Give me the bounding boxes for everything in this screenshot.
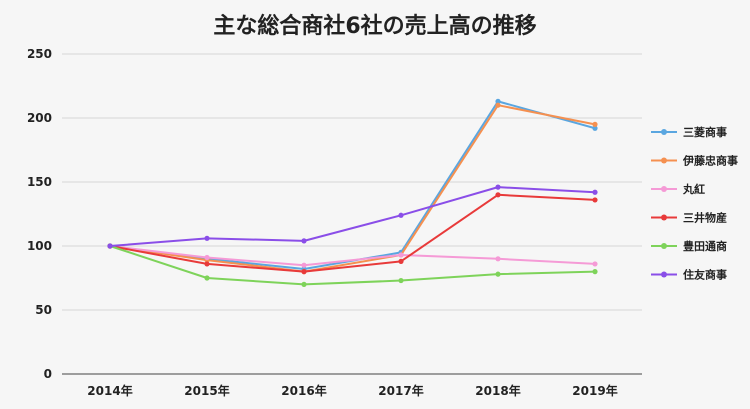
legend-swatch-marker: [661, 214, 667, 221]
y-tick-labels: 0 50 100 150 200 250: [27, 47, 52, 381]
legend-item: 三井物産: [651, 211, 727, 225]
x-tick-label: 2016年: [281, 383, 326, 398]
legend-label: 三井物産: [683, 211, 727, 225]
legend-item: 伊藤忠商事: [651, 154, 738, 168]
series-4: [107, 243, 598, 287]
data-point: [495, 256, 501, 262]
y-tick-label: 50: [35, 303, 52, 317]
data-point: [301, 281, 307, 287]
data-point: [398, 212, 404, 218]
data-point: [495, 271, 501, 277]
y-tick-label: 0: [44, 367, 52, 381]
legend-swatch-marker: [661, 271, 667, 278]
data-point: [592, 269, 598, 275]
series-line: [109, 193, 596, 273]
data-point: [495, 98, 501, 104]
legend-item: 丸紅: [651, 182, 705, 196]
data-point: [592, 189, 598, 195]
data-point: [592, 125, 598, 131]
x-tick-labels: 2014年 2015年 2016年 2017年 2018年 2019年: [87, 383, 617, 398]
data-point: [495, 102, 501, 108]
legend-swatch-marker: [661, 129, 667, 135]
legend-label: 伊藤忠商事: [682, 154, 738, 168]
data-point: [301, 262, 307, 268]
x-tick-label: 2019年: [572, 383, 617, 398]
series-5: [107, 184, 598, 249]
x-tick-label: 2014年: [87, 383, 132, 398]
data-point: [204, 254, 210, 261]
series-line: [109, 245, 596, 267]
legend-label: 豊田通商: [683, 239, 727, 253]
x-tick-label: 2018年: [475, 383, 520, 398]
legend-label: 住友商事: [683, 268, 727, 282]
data-point: [204, 275, 210, 281]
series-lines: [107, 98, 598, 287]
data-point: [107, 243, 113, 249]
x-tick-label: 2015年: [184, 383, 229, 398]
y-tick-label: 150: [27, 175, 52, 189]
legend-label: 丸紅: [682, 182, 705, 196]
series-line: [109, 104, 596, 273]
data-point: [398, 258, 404, 264]
y-tick-label: 250: [27, 47, 52, 61]
series-line: [109, 186, 596, 247]
legend-item: 豊田通商: [651, 239, 727, 253]
chart-title: 主な総合商社6社の売上高の推移: [213, 13, 536, 39]
data-point: [301, 238, 307, 244]
legend-label: 三菱商事: [683, 125, 727, 139]
series-line: [109, 245, 596, 286]
data-point: [495, 184, 501, 190]
data-point: [398, 277, 404, 284]
data-point: [592, 121, 598, 127]
data-point: [495, 192, 501, 198]
data-point: [398, 252, 404, 258]
legend-item: 三菱商事: [651, 125, 727, 139]
data-point: [204, 261, 210, 267]
legend-swatch-marker: [661, 157, 667, 164]
y-tick-label: 200: [27, 111, 52, 125]
x-tick-label: 2017年: [378, 383, 423, 398]
legend-item: 住友商事: [651, 268, 727, 282]
data-point: [204, 235, 210, 241]
grid-lines: [62, 53, 642, 375]
series-3: [107, 192, 598, 275]
data-point: [301, 269, 307, 275]
series-line: [109, 100, 596, 271]
legend-swatch-marker: [661, 243, 667, 249]
legend-swatch-marker: [661, 186, 667, 192]
y-tick-label: 100: [27, 239, 52, 253]
data-point: [592, 197, 598, 203]
data-point: [592, 261, 598, 267]
